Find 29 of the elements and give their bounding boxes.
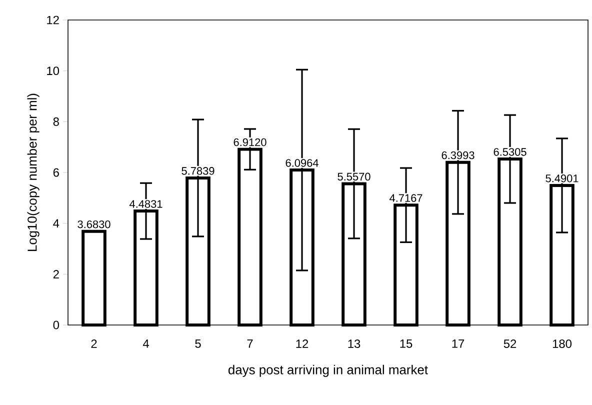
- y-axis-title: Log10(copy number per ml): [27, 94, 40, 251]
- y-tick-label: 0: [53, 320, 60, 330]
- x-tick-label: 52: [504, 340, 516, 348]
- x-tick-label: 7: [247, 340, 253, 348]
- data-label: 4.7167: [390, 194, 422, 202]
- y-tick-label: 2: [53, 270, 59, 278]
- data-label: 5.4901: [546, 174, 578, 182]
- data-label: 6.3993: [442, 151, 474, 160]
- y-tick-label: 8: [53, 117, 59, 126]
- data-label: 6.9120: [234, 138, 266, 146]
- x-tick-label: 17: [452, 340, 464, 348]
- y-tick-label: 4: [53, 219, 60, 228]
- data-label: 6.5305: [494, 148, 526, 156]
- x-tick-label: 15: [400, 340, 412, 348]
- x-tick-label: 4: [142, 340, 149, 348]
- data-label: 5.7839: [182, 167, 214, 175]
- y-tick-label: 10: [47, 66, 60, 76]
- y-tick-label: 6: [53, 168, 59, 177]
- x-tick-label: 12: [296, 340, 308, 348]
- data-label: 6.0964: [286, 159, 318, 167]
- x-tick-label: 13: [348, 340, 360, 348]
- x-axis-title: days post arriving in animal market: [228, 364, 428, 377]
- data-label: 4.4831: [130, 200, 162, 208]
- data-label: 3.6830: [78, 220, 110, 228]
- x-tick-label: 2: [91, 340, 97, 348]
- y-tick-label: 12: [47, 16, 59, 24]
- data-label: 5.5570: [338, 172, 370, 181]
- x-tick-label: 180: [552, 340, 572, 348]
- x-tick-label: 5: [195, 340, 201, 348]
